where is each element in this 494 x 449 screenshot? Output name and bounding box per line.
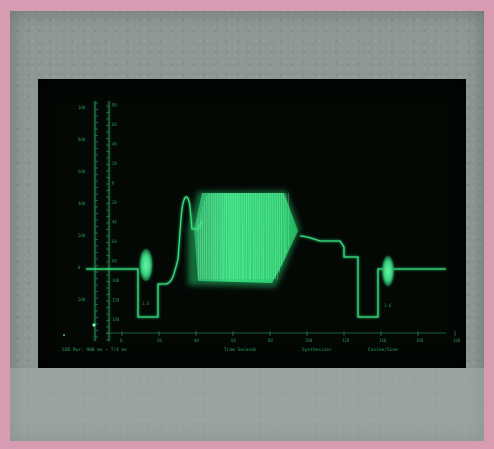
inner-scale-label: 80 — [112, 259, 117, 264]
time-tick-label: 100 — [305, 338, 313, 343]
inner-scale-label: 40 — [112, 142, 117, 147]
time-tick-label: 60 — [231, 338, 236, 343]
inner-scale-label: 40 — [112, 220, 117, 225]
time-tick-label: 0 — [120, 338, 123, 343]
time-tick-label: 180 — [453, 338, 461, 343]
origin-dot — [63, 334, 65, 336]
inner-scale-label: 80 — [112, 103, 117, 108]
time-tick-label: 80 — [268, 338, 273, 343]
left-scale — [95, 101, 109, 341]
inner-scale-label: 140 — [112, 317, 120, 322]
time-tick-label: 140 — [379, 338, 387, 343]
inner-scale-label: 0 — [112, 181, 115, 186]
inner-scale-label: 60 — [112, 239, 117, 244]
readout-synth: Synthesizer — [302, 347, 332, 353]
left-marker-label: 1.6 — [142, 301, 150, 306]
readout-center: Tram Seconds — [224, 347, 257, 353]
outer-scale-label: 400 — [78, 201, 86, 206]
bezel-lower-panel — [10, 368, 484, 441]
time-tick-label: 20 — [157, 338, 162, 343]
right-marker-blob — [382, 256, 394, 286]
outer-scale-labels: 100 800 600 400 200 0 200 — [78, 105, 86, 302]
readout-left: SSB Pwr: 900 ms ~ T/4 ms — [62, 347, 127, 353]
outer-scale-label: 0 — [78, 265, 81, 270]
inner-scale-label: 100 — [112, 278, 120, 283]
readout-right: Cosine/Sine — [368, 347, 398, 353]
waveform-display: 1008006004002000200 80604020020406080100… — [38, 79, 466, 368]
inner-scale-label: 20 — [112, 161, 117, 166]
time-tick-label: 160 — [416, 338, 424, 343]
outer-scale-label: 800 — [78, 137, 86, 142]
outer-scale-label: 200 — [78, 297, 86, 302]
oscilloscope-screen: 100 800 600 400 200 0 200 80 60 40 20 0 20 40 60 80 100… — [38, 79, 466, 368]
time-tick-label: 120 — [342, 338, 350, 343]
inner-scale-label: 120 — [112, 298, 120, 303]
inner-scale-label: 20 — [112, 200, 117, 205]
outer-scale-label: 100 — [78, 105, 86, 110]
left-marker-blob — [140, 249, 153, 281]
cursor-dot — [92, 323, 95, 326]
outer-scale-label: 600 — [78, 169, 86, 174]
inner-scale-label: 60 — [112, 122, 117, 127]
time-tick-label: 40 — [194, 338, 199, 343]
right-marker-label: 1.6 — [384, 303, 392, 308]
outer-scale-label: 200 — [78, 233, 86, 238]
inner-scale-labels: 80 60 40 20 0 20 40 60 80 100 120 140 — [112, 103, 120, 323]
scale-ticks — [95, 103, 109, 340]
